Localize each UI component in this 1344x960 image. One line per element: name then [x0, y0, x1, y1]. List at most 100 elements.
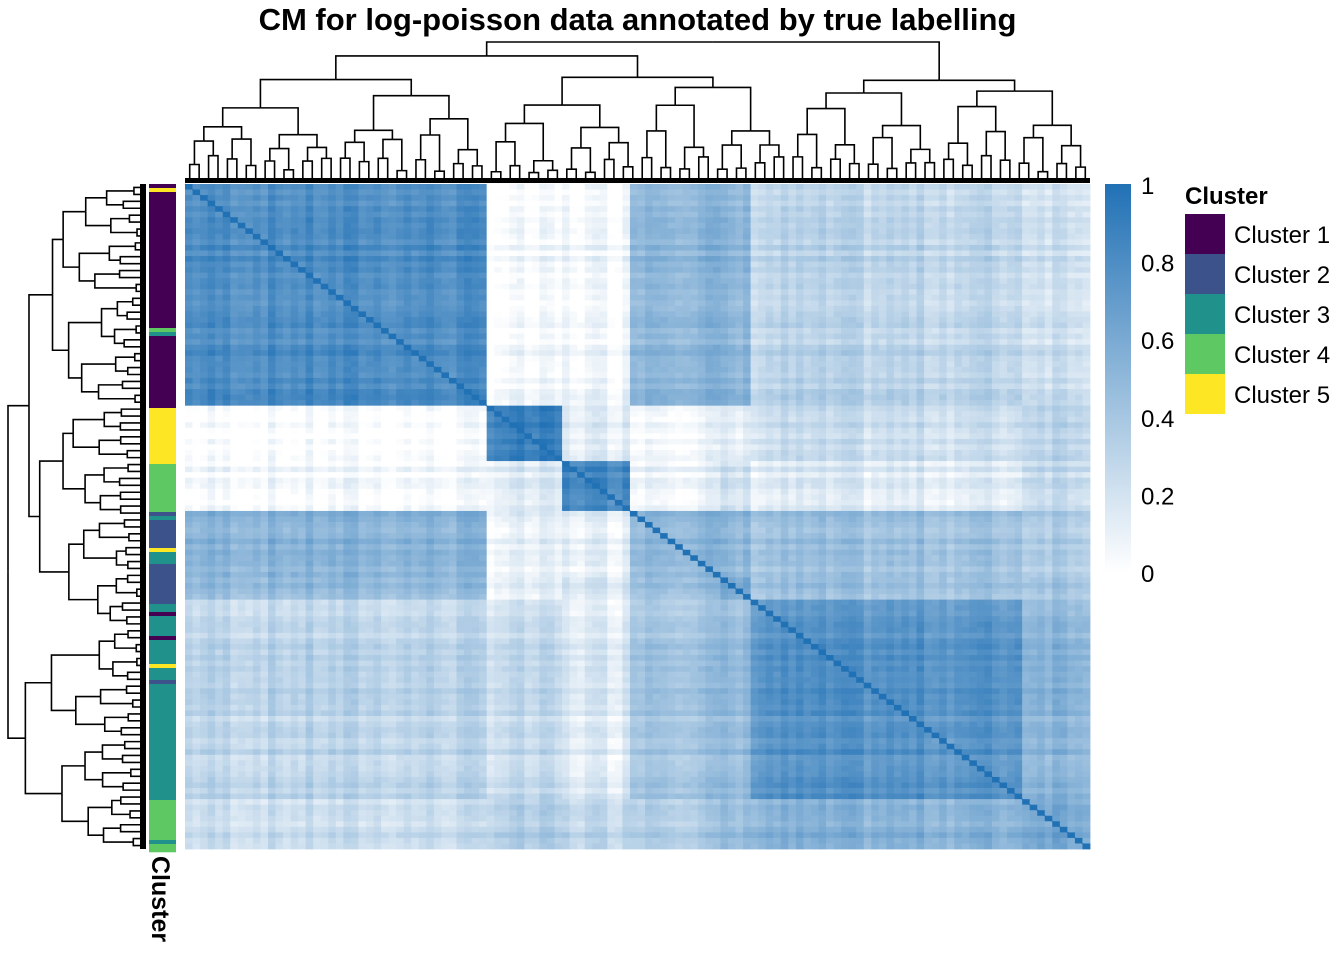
heatmap-cell: [343, 366, 352, 373]
heatmap-cell: [283, 239, 291, 246]
dendrogram-branch: [580, 126, 600, 148]
heatmap-cell: [939, 195, 948, 202]
heatmap-cell: [916, 339, 925, 346]
heatmap-cell: [350, 355, 359, 362]
heatmap-cell: [1014, 267, 1023, 274]
heatmap-cell: [871, 350, 880, 357]
heatmap-cell: [524, 372, 533, 379]
heatmap-cell: [222, 394, 231, 401]
heatmap-cell: [991, 366, 1000, 373]
heatmap-cell: [501, 189, 510, 196]
heatmap-cell: [222, 184, 231, 190]
heatmap-cell: [403, 311, 412, 318]
heatmap-cell: [245, 366, 254, 373]
heatmap-cell: [1014, 372, 1023, 379]
heatmap-cell: [516, 278, 525, 285]
heatmap-cell: [607, 283, 616, 290]
heatmap-cell: [267, 283, 276, 290]
heatmap-cell: [712, 206, 721, 213]
heatmap-cell: [456, 305, 465, 312]
heatmap-cell: [298, 350, 307, 357]
dendrogram-branch: [50, 682, 76, 712]
heatmap-cell: [305, 333, 314, 340]
heatmap-cell: [1074, 217, 1083, 224]
heatmap-cell: [1007, 250, 1015, 257]
heatmap-cell: [984, 261, 993, 268]
heatmap-cell: [765, 344, 774, 351]
heatmap-cell: [720, 233, 729, 240]
heatmap-cell: [667, 250, 676, 257]
heatmap-cell: [833, 389, 842, 395]
heatmap-cell: [396, 267, 405, 274]
heatmap-cell: [735, 300, 744, 307]
heatmap-cell: [961, 339, 970, 346]
heatmap-cell: [826, 344, 834, 351]
heatmap-cell: [267, 239, 276, 246]
heatmap-cell: [720, 322, 729, 329]
heatmap-cell: [909, 366, 917, 373]
heatmap-cell: [486, 344, 495, 351]
heatmap-cell: [614, 344, 623, 351]
heatmap-cell: [916, 372, 925, 379]
heatmap-cell: [501, 328, 510, 335]
heatmap-cell: [901, 222, 910, 229]
heatmap-cell: [1082, 344, 1091, 351]
heatmap-cell: [207, 228, 216, 235]
heatmap-cell: [252, 333, 261, 340]
heatmap-cell: [728, 261, 736, 268]
heatmap-cell: [924, 311, 933, 318]
dendrogram-branch: [835, 158, 841, 182]
heatmap-cell: [984, 311, 993, 318]
heatmap-cell: [539, 328, 548, 335]
heatmap-cell: [788, 184, 797, 190]
heatmap-cell: [320, 366, 329, 373]
heatmap-cell: [185, 389, 193, 395]
heatmap-cell: [856, 261, 865, 268]
heatmap-cell: [486, 184, 495, 190]
heatmap-cell: [622, 372, 631, 379]
heatmap-cell: [584, 350, 593, 357]
heatmap-cell: [222, 289, 231, 296]
heatmap-cell: [562, 222, 571, 229]
heatmap-cell: [1007, 372, 1015, 379]
heatmap-cell: [765, 322, 774, 329]
heatmap-cell: [660, 289, 669, 296]
heatmap-cell: [283, 250, 291, 257]
heatmap-cell: [886, 322, 895, 329]
heatmap-cell: [780, 195, 789, 202]
heatmap-cell: [871, 305, 880, 312]
heatmap-cell: [856, 239, 865, 246]
heatmap-cell: [1059, 339, 1068, 346]
heatmap-cell: [682, 328, 691, 335]
heatmap-cell: [298, 344, 307, 351]
heatmap-cell: [637, 366, 646, 373]
heatmap-cell: [494, 250, 503, 257]
heatmap-cell: [403, 211, 412, 218]
heatmap-cell: [969, 217, 978, 224]
heatmap-cell: [433, 389, 442, 395]
heatmap-cell: [411, 377, 420, 384]
heatmap-cell: [901, 189, 910, 196]
heatmap-cell: [712, 372, 721, 379]
heatmap-cell: [509, 272, 518, 279]
heatmap-cell: [509, 228, 518, 235]
heatmap-cell: [381, 217, 390, 224]
heatmap-cell: [381, 283, 390, 290]
dendrogram-branch: [38, 460, 64, 517]
heatmap-cell: [577, 244, 586, 251]
heatmap-cell: [1074, 200, 1083, 207]
heatmap-cell: [720, 239, 729, 246]
heatmap-cell: [750, 311, 759, 318]
heatmap-cell: [720, 217, 729, 224]
heatmap-cell: [320, 261, 329, 268]
heatmap-cell: [200, 200, 209, 207]
heatmap-cell: [984, 383, 993, 390]
heatmap-cell: [290, 294, 299, 301]
heatmap-cell: [494, 339, 503, 346]
dendrogram-branch: [113, 336, 125, 345]
heatmap-cell: [524, 377, 533, 384]
heatmap-cell: [207, 372, 216, 379]
heatmap-cell: [283, 339, 291, 346]
heatmap-cell: [954, 377, 963, 384]
heatmap-cell: [411, 283, 420, 290]
